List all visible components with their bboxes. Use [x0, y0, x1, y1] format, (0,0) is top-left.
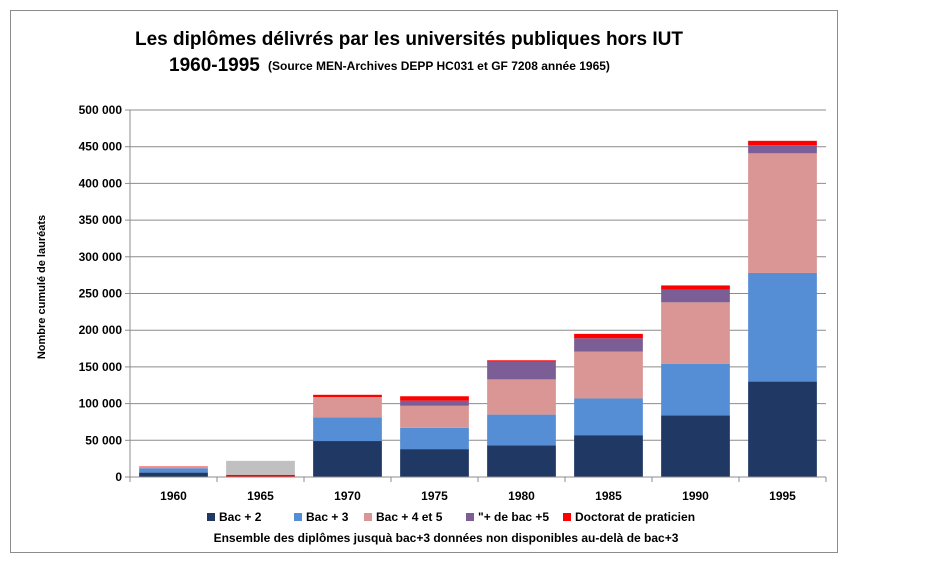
bar-1960-series-1 — [139, 468, 208, 473]
legend-swatch-3 — [466, 513, 474, 521]
bar-1990-series-3 — [661, 289, 730, 303]
bar-1995-series-0 — [748, 381, 817, 477]
chart-title-years: 1960-1995 — [169, 55, 260, 76]
bar-1990-series-0 — [661, 415, 730, 477]
bar-1970-series-1 — [313, 417, 382, 442]
bar-1975-series-4 — [400, 396, 469, 401]
bar-1980-series-1 — [487, 414, 556, 446]
legend-swatch-0 — [207, 513, 215, 521]
y-tick-label: 50 000 — [85, 433, 122, 447]
y-tick-label: 450 000 — [79, 140, 123, 154]
bar-1975-series-2 — [400, 405, 469, 428]
y-tick-label: 200 000 — [79, 323, 123, 337]
y-axis-label: Nombre cumulé de lauréats — [36, 215, 48, 359]
bar-1980-series-2 — [487, 379, 556, 415]
bar-1975-series-3 — [400, 400, 469, 406]
bar-1980-series-3 — [487, 361, 556, 380]
x-tick-label-1980: 1980 — [508, 489, 535, 503]
bar-1990-series-2 — [661, 302, 730, 364]
chart-area: Les diplômes délivrés par les université… — [36, 29, 827, 545]
bar-1975-series-1 — [400, 427, 469, 450]
y-tick-label: 400 000 — [79, 176, 123, 190]
y-tick-label: 250 000 — [79, 287, 123, 301]
bar-1970-series-4 — [313, 394, 382, 397]
bar-1995-series-3 — [748, 145, 817, 154]
x-tick-label-1985: 1985 — [595, 489, 622, 503]
chart-title: Les diplômes délivrés par les université… — [135, 29, 683, 50]
x-tick-label-1970: 1970 — [334, 489, 361, 503]
bar-1985-series-4 — [574, 333, 643, 339]
bar-1990-series-4 — [661, 285, 730, 290]
legend-label-3: "+ de bac +5 — [478, 510, 549, 524]
x-tick-label-1960: 1960 — [160, 489, 187, 503]
y-tick-label: 300 000 — [79, 250, 123, 264]
legend-swatch-2 — [364, 513, 372, 521]
y-tick-label: 500 000 — [79, 103, 123, 117]
bar-1990-series-1 — [661, 363, 730, 416]
bar-1995-series-1 — [748, 272, 817, 382]
x-tick-label-1995: 1995 — [769, 489, 796, 503]
bar-1980-series-4 — [487, 360, 556, 362]
legend-label-1: Bac + 3 — [306, 510, 349, 524]
legend-label-2: Bac + 4 et 5 — [376, 510, 443, 524]
chart-footnote: Ensemble des diplômes jusquà bac+3 donné… — [214, 531, 679, 545]
x-tick-label-1975: 1975 — [421, 489, 448, 503]
chart-frame: Les diplômes délivrés par les université… — [10, 10, 838, 553]
y-tick-label: 350 000 — [79, 213, 123, 227]
y-tick-label: 150 000 — [79, 360, 123, 374]
bar-1985-series-1 — [574, 398, 643, 436]
bar-1970-series-2 — [313, 396, 382, 418]
bar-1995-series-2 — [748, 153, 817, 273]
legend-swatch-4 — [563, 513, 571, 521]
bar-1985-series-3 — [574, 338, 643, 352]
y-tick-label: 0 — [115, 470, 122, 484]
bar-1975-series-0 — [400, 449, 469, 477]
bar-1965-series-4 — [226, 474, 295, 477]
chart-subtitle: (Source MEN-Archives DEPP HC031 et GF 72… — [268, 59, 610, 73]
bar-1970-series-0 — [313, 441, 382, 477]
y-tick-label: 100 000 — [79, 397, 123, 411]
bar-1965-series-5 — [226, 460, 295, 475]
bar-1980-series-0 — [487, 445, 556, 477]
bar-1985-series-0 — [574, 435, 643, 477]
bar-1985-series-2 — [574, 351, 643, 399]
bar-1960-series-0 — [139, 472, 208, 477]
x-tick-label-1965: 1965 — [247, 489, 274, 503]
bar-1960-series-2 — [139, 466, 208, 469]
legend-swatch-1 — [294, 513, 302, 521]
bar-1995-series-4 — [748, 140, 817, 146]
x-tick-label-1990: 1990 — [682, 489, 709, 503]
legend-label-4: Doctorat de praticien — [575, 510, 695, 524]
legend-label-0: Bac + 2 — [219, 510, 262, 524]
